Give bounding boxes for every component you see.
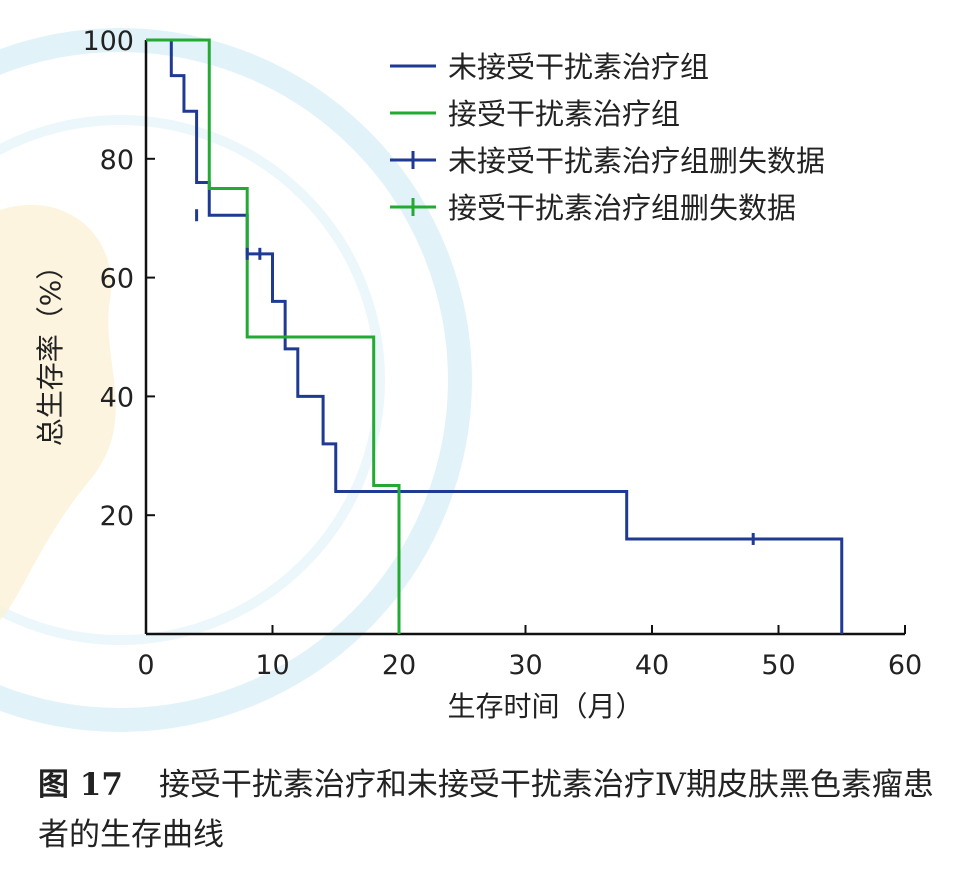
y-tick-label: 80 — [100, 145, 134, 176]
ticks: 0 10 20 30 40 50 60 20 40 60 80 100 — [82, 26, 922, 681]
x-tick-label: 20 — [382, 650, 416, 681]
legend: 未接受干扰素治疗组接受干扰素治疗组未接受干扰素治疗组删失数据接受干扰素治疗组删失… — [390, 50, 825, 225]
series-line-2 — [146, 38, 401, 634]
legend-label: 未接受干扰素治疗组 — [448, 50, 709, 84]
x-tick-label: 50 — [761, 650, 795, 681]
series — [146, 38, 844, 634]
series-line-1 — [169, 40, 844, 634]
x-tick-label: 60 — [888, 650, 922, 681]
y-tick-label: 100 — [82, 26, 134, 57]
x-tick-label: 40 — [635, 650, 669, 681]
y-tick-label: 40 — [100, 382, 134, 413]
y-tick-label: 20 — [100, 501, 134, 532]
figure-caption-text: 接受干扰素治疗和未接受干扰素治疗Ⅳ期皮肤黑色素瘤患者的生存曲线 — [38, 767, 934, 853]
x-tick-label: 0 — [137, 650, 154, 681]
legend-label: 接受干扰素治疗组删失数据 — [448, 191, 796, 225]
x-tick-label: 30 — [508, 650, 542, 681]
y-axis-title: 总生存率（%） — [34, 252, 67, 447]
y-tick-label: 60 — [100, 264, 134, 295]
figure-caption: 图 17 接受干扰素治疗和未接受干扰素治疗Ⅳ期皮肤黑色素瘤患者的生存曲线 — [38, 760, 938, 860]
legend-label: 接受干扰素治疗组 — [448, 97, 680, 131]
x-tick-label: 10 — [255, 650, 289, 681]
x-axis-title: 生存时间（月） — [447, 690, 643, 723]
legend-label: 未接受干扰素治疗组删失数据 — [448, 144, 825, 178]
figure-label: 图 17 — [38, 767, 123, 803]
